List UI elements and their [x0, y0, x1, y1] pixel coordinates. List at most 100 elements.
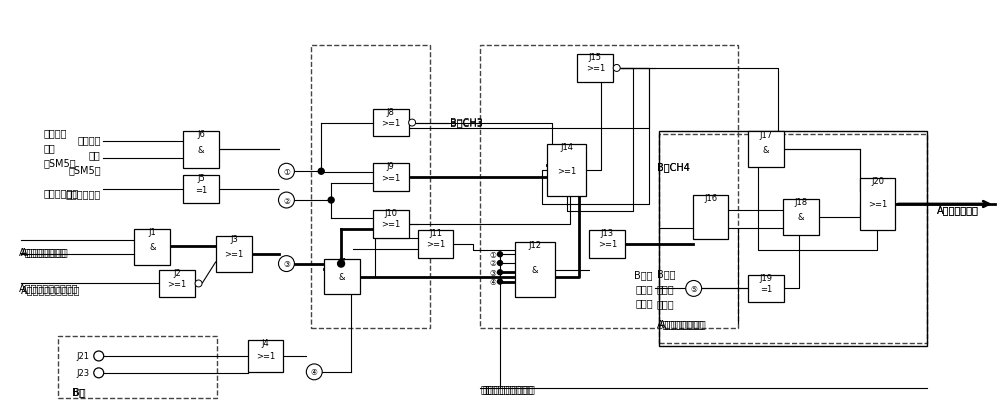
Text: 慢关控制信号: 慢关控制信号: [43, 188, 78, 198]
Bar: [58, 336, 217, 398]
Text: A列手动快关命令: A列手动快关命令: [659, 319, 707, 328]
Text: >=1: >=1: [586, 64, 605, 73]
Text: ②: ②: [283, 196, 290, 205]
Circle shape: [338, 261, 345, 267]
Text: J3: J3: [230, 234, 238, 243]
Bar: [134, 229, 170, 265]
Circle shape: [409, 120, 416, 127]
Text: 全关控制: 全关控制: [43, 128, 67, 138]
Text: A列紧急关阀命令: A列紧急关阀命令: [19, 246, 67, 256]
Circle shape: [279, 193, 294, 209]
Bar: [373, 211, 409, 238]
Text: >=1: >=1: [598, 240, 617, 249]
Circle shape: [686, 281, 702, 297]
Bar: [373, 109, 409, 137]
Text: J2: J2: [173, 268, 181, 277]
Text: J9: J9: [387, 162, 395, 171]
Text: ②: ②: [489, 259, 496, 268]
Text: J23: J23: [77, 369, 90, 378]
Text: &: &: [149, 243, 156, 252]
Circle shape: [498, 261, 502, 266]
Text: >=1: >=1: [381, 119, 400, 128]
Bar: [577, 55, 613, 83]
Bar: [480, 46, 738, 328]
Text: A列部分关闭试验信号: A列部分关闭试验信号: [21, 285, 81, 295]
Bar: [783, 200, 819, 235]
Text: B列试: B列试: [634, 270, 653, 280]
Bar: [311, 46, 430, 328]
Text: 验锚油: 验锚油: [635, 284, 653, 294]
Text: &: &: [339, 272, 345, 281]
Text: （SM5）: （SM5）: [43, 158, 76, 168]
Bar: [183, 176, 219, 204]
Text: ③: ③: [489, 268, 496, 277]
Text: ③: ③: [283, 259, 290, 268]
Circle shape: [94, 351, 104, 361]
Bar: [589, 230, 625, 258]
Text: 保护快关、试验慢关: 保护快关、试验慢关: [482, 383, 535, 393]
Bar: [159, 270, 195, 298]
Text: （SM5）: （SM5）: [68, 165, 101, 175]
Bar: [659, 135, 927, 343]
Text: >=1: >=1: [381, 220, 400, 229]
Text: J8: J8: [387, 108, 395, 117]
Bar: [373, 164, 409, 192]
Text: B列CH3: B列CH3: [450, 118, 483, 128]
Text: >=1: >=1: [381, 173, 400, 182]
Text: B列试: B列试: [657, 269, 675, 279]
Text: J10: J10: [384, 209, 397, 218]
Text: 信号: 信号: [43, 143, 55, 153]
Bar: [693, 196, 728, 239]
Text: ①: ①: [283, 167, 290, 176]
Bar: [324, 259, 360, 294]
Text: >=1: >=1: [557, 166, 576, 175]
Text: =1: =1: [195, 185, 207, 194]
Bar: [216, 236, 252, 272]
Bar: [418, 230, 453, 258]
Text: A列部分关闭试验信号: A列部分关闭试验信号: [19, 283, 79, 293]
Text: &: &: [763, 146, 769, 155]
Text: J20: J20: [871, 177, 884, 186]
Text: >=1: >=1: [426, 240, 445, 249]
Bar: [748, 275, 784, 303]
Text: J14: J14: [560, 143, 573, 152]
Bar: [183, 131, 219, 169]
Text: >=1: >=1: [868, 200, 887, 209]
Text: J1: J1: [148, 227, 156, 236]
Text: B列: B列: [73, 386, 86, 396]
Circle shape: [279, 256, 294, 272]
Bar: [547, 145, 586, 197]
Text: J11: J11: [429, 228, 442, 237]
Text: J12: J12: [528, 240, 541, 249]
Text: J4: J4: [262, 338, 269, 347]
Text: ④: ④: [311, 367, 318, 376]
Bar: [248, 340, 283, 372]
Text: >=1: >=1: [256, 352, 275, 361]
Text: B列: B列: [72, 386, 84, 396]
Text: &: &: [798, 213, 804, 222]
Circle shape: [613, 65, 620, 72]
Circle shape: [498, 252, 502, 257]
Text: 验锚油: 验锚油: [657, 284, 675, 294]
Text: >=1: >=1: [168, 279, 187, 288]
Circle shape: [498, 270, 502, 275]
Circle shape: [306, 364, 322, 380]
Text: A列快关电磁阀: A列快关电磁阀: [937, 204, 979, 214]
Text: B列CH4: B列CH4: [657, 162, 690, 172]
Text: B列CH4: B列CH4: [657, 162, 690, 172]
Bar: [748, 132, 784, 168]
Text: >=1: >=1: [224, 249, 243, 258]
Text: A列快关电磁阀: A列快关电磁阀: [937, 204, 979, 214]
Text: J7: J7: [338, 257, 346, 266]
Circle shape: [318, 169, 324, 175]
Text: 信号: 信号: [89, 150, 101, 160]
Text: J5: J5: [197, 174, 205, 183]
Text: J19: J19: [760, 273, 773, 282]
Text: ①: ①: [489, 250, 496, 259]
Bar: [515, 243, 555, 297]
Text: ⑤: ⑤: [690, 284, 697, 293]
Text: J21: J21: [77, 352, 90, 361]
Text: 慢关控制信号: 慢关控制信号: [65, 189, 101, 199]
Text: 阀全开: 阀全开: [635, 298, 653, 308]
Circle shape: [328, 198, 334, 204]
